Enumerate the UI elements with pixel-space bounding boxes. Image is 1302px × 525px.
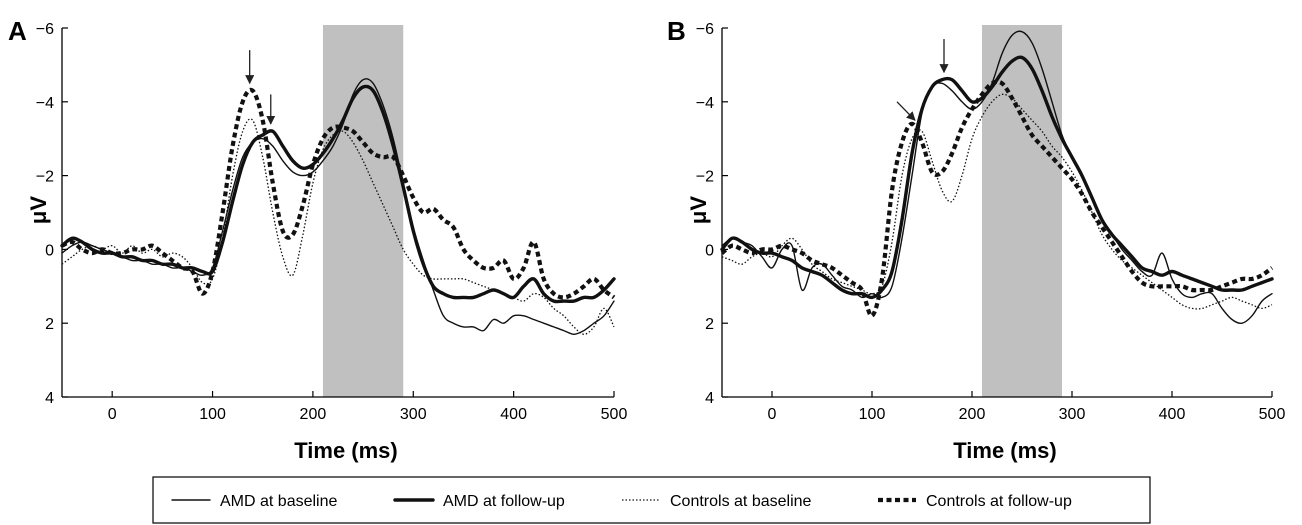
x-tick-label-b: 200 xyxy=(959,406,986,423)
legend-box xyxy=(152,476,1151,524)
x-tick-label-a: 0 xyxy=(108,406,117,423)
peak-arrow-b xyxy=(896,101,916,121)
panel-a: A 0 100 200 300 400 500 −6 −4 −2 0 2 4 Time (ms) μV xyxy=(8,16,627,463)
series-thick-dashed-b xyxy=(720,79,1274,318)
x-tick-label-a: 400 xyxy=(500,406,527,423)
x-tick-label-b: 400 xyxy=(1159,406,1186,423)
x-tick-label-b: 100 xyxy=(859,406,886,423)
x-tick-label-a: 100 xyxy=(199,406,226,423)
panel-b: B 0 100 200 300 400 500 −6 −4 −2 0 2 4 Time (ms) μV xyxy=(667,16,1285,463)
y-tick-label-a: −2 xyxy=(36,169,54,186)
legend-label: Controls at follow-up xyxy=(926,493,1072,510)
series-thick-solid-a xyxy=(60,84,616,304)
y-axis-title-b: μV xyxy=(686,196,711,224)
series-thin-solid-b xyxy=(721,30,1273,325)
y-tick-label-b: 2 xyxy=(705,316,714,333)
analysis-window-b xyxy=(982,25,1062,397)
y-axis-title-a: μV xyxy=(26,196,51,224)
series-thick-dashed-a xyxy=(61,87,616,300)
shaded-region-a xyxy=(322,25,404,397)
legend-label: AMD at baseline xyxy=(220,493,337,510)
x-tick-label-a: 500 xyxy=(601,406,628,423)
series-a xyxy=(60,78,616,335)
legend: AMD at baseline AMD at follow-up Controls … xyxy=(152,476,1151,524)
panel-letter-b: B xyxy=(667,16,686,46)
y-tick-label-b: 4 xyxy=(705,390,714,407)
y-tick-label-b: −4 xyxy=(696,95,714,112)
y-tick-label-b: −2 xyxy=(696,169,714,186)
arrows-b xyxy=(896,39,949,121)
series-b xyxy=(720,30,1274,325)
x-tick-label-b: 300 xyxy=(1059,406,1086,423)
series-thin-solid-a xyxy=(61,78,615,335)
x-axis-title-a: Time (ms) xyxy=(294,438,398,463)
x-tick-label-b: 0 xyxy=(768,406,777,423)
analysis-window-a xyxy=(322,25,404,397)
x-tick-label-a: 200 xyxy=(300,406,327,423)
y-tick-label-a: 2 xyxy=(45,316,54,333)
y-tick-label-a: −4 xyxy=(36,95,54,112)
shaded-region-b xyxy=(982,25,1062,397)
y-tick-label-b: 0 xyxy=(705,242,714,259)
x-axis-title-b: Time (ms) xyxy=(953,438,1057,463)
legend-label: AMD at follow-up xyxy=(443,493,565,510)
panel-letter-a: A xyxy=(8,16,27,46)
series-thin-dotted-b xyxy=(721,93,1273,310)
y-tick-label-b: −6 xyxy=(696,21,714,38)
axes-a: 0 100 200 300 400 500 −6 −4 −2 0 2 4 xyxy=(36,21,628,423)
y-tick-label-a: 0 xyxy=(45,242,54,259)
y-tick-label-a: −6 xyxy=(36,21,54,38)
legend-label: Controls at baseline xyxy=(670,493,812,510)
legend-items: AMD at baseline AMD at follow-up Controls … xyxy=(171,493,1072,510)
arrows-a xyxy=(245,50,276,125)
x-tick-label-a: 300 xyxy=(400,406,427,423)
x-tick-label-b: 500 xyxy=(1259,406,1286,423)
y-tick-label-a: 4 xyxy=(45,390,54,407)
axes-b: 0 100 200 300 400 500 −6 −4 −2 0 2 4 xyxy=(696,21,1286,423)
